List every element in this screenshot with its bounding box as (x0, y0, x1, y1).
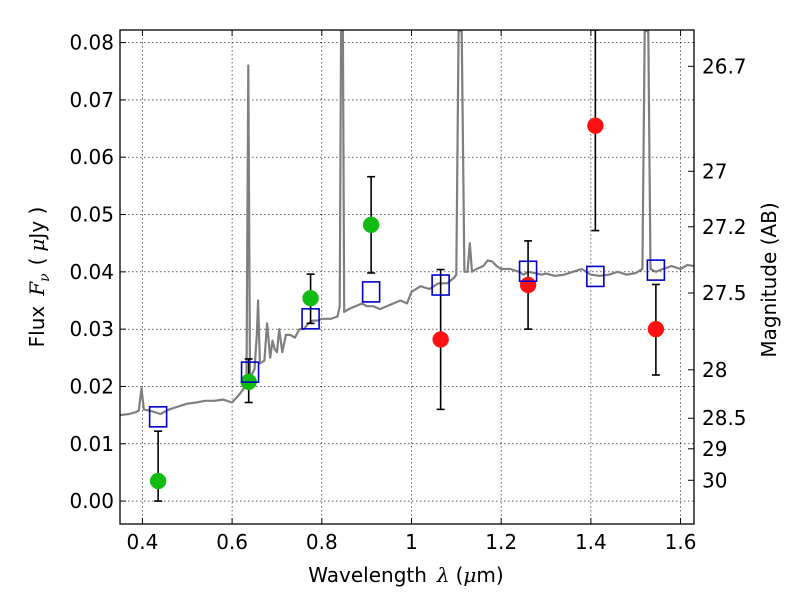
y2-tick-label: 26.7 (702, 54, 747, 78)
y2-tick-label: 27 (702, 159, 727, 183)
y2-axis-label: Magnitude (AB) (757, 202, 781, 357)
sed-curve (120, 30, 694, 417)
x-tick-label: 0.8 (306, 530, 338, 554)
y2-tick-label: 30 (702, 468, 727, 492)
x-tick-label: 0.6 (216, 530, 248, 554)
y-tick-label: 0.05 (69, 203, 114, 227)
data-markers (148, 30, 666, 502)
y-tick-label: 0.03 (69, 317, 114, 341)
x-axis-label: Wavelength λ (μm) (308, 563, 503, 587)
sed-line (120, 30, 694, 417)
x-tick-label: 1.4 (575, 530, 607, 554)
y-tick-label: 0.04 (69, 260, 114, 284)
green-point (302, 289, 319, 307)
y2-tick-label: 27.5 (702, 281, 747, 305)
x-ticks: 0.4 0.6 0.8 1 1.2 1.4 1.6 (127, 30, 697, 554)
red-point (519, 276, 537, 294)
red-point (587, 117, 604, 134)
x-tick-label: 1.6 (665, 530, 697, 554)
plot-frame (119, 29, 695, 525)
x-tick-label: 1 (405, 530, 418, 554)
y-axis-label: FluxFν(μJy ) (25, 207, 53, 348)
model-box-point (301, 308, 320, 330)
green-point (362, 216, 380, 234)
y-tick-label: 0.06 (69, 145, 114, 169)
green-point (149, 472, 167, 490)
y2-tick-label: 28 (702, 358, 727, 382)
y2-tick-label: 29 (702, 437, 727, 461)
x-tick-label: 1.2 (485, 530, 517, 554)
model-box-point (586, 265, 605, 288)
y-tick-label: 0.01 (69, 432, 114, 456)
model-box-point (240, 361, 260, 383)
y-tick-label: 0.02 (69, 374, 114, 398)
model-box-point (646, 259, 666, 281)
y-ticks: 0.00 0.01 0.02 0.03 0.04 0.05 0.06 0.07 0.08 (69, 31, 126, 513)
grid (120, 30, 694, 524)
y2-tick-label: 28.5 (702, 406, 747, 430)
y2-ticks: 26.7 27 27.2 27.5 28 28.5 29 30 (688, 54, 747, 492)
red-point (647, 320, 665, 338)
y2-tick-label: 27.2 (702, 215, 747, 239)
red-point (432, 331, 449, 348)
y-tick-label: 0.08 (69, 31, 114, 55)
model-box-point (148, 406, 168, 428)
x-tick-label: 0.4 (127, 530, 159, 554)
model-box-point (431, 274, 450, 296)
model-box-point (518, 260, 538, 283)
y-tick-label: 0.00 (69, 489, 114, 513)
model-box-point (361, 281, 381, 303)
y-tick-label: 0.07 (69, 88, 114, 112)
